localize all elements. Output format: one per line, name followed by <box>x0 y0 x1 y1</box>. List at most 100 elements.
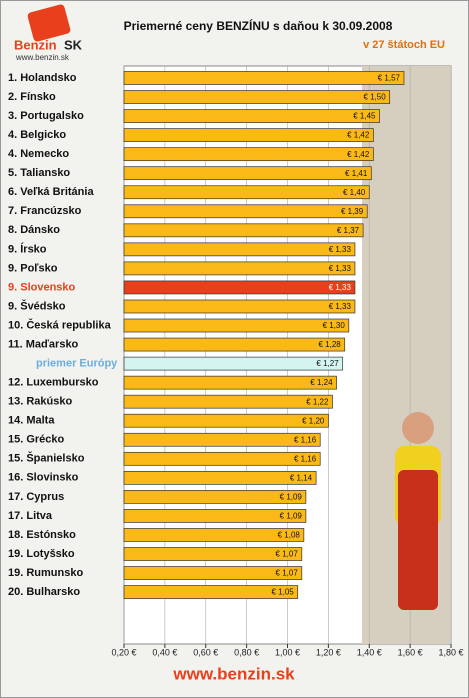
logo: Benzin SK www.benzin.sk <box>14 4 83 62</box>
value-label: € 1,57 <box>378 74 401 83</box>
y-tick-label: 6. Veľká Británia <box>8 186 94 198</box>
y-tick-label: 14. Malta <box>8 415 55 427</box>
value-label: € 1,08 <box>278 531 301 540</box>
bar <box>123 547 303 561</box>
y-tick-label: 2. Fínsko <box>8 91 56 103</box>
y-tick-label: 19. Rumunsko <box>8 567 83 579</box>
value-label: € 1,09 <box>280 492 303 501</box>
bar <box>123 318 350 333</box>
bar <box>123 394 333 409</box>
bar <box>123 375 337 390</box>
bar <box>123 223 364 238</box>
value-label: € 1,50 <box>363 93 386 102</box>
logo-name: Benzin <box>14 37 57 52</box>
y-tick-label: 9. Švédsko <box>8 299 66 312</box>
x-tick-label: 1,80 € <box>438 647 463 657</box>
x-tick-label: 1,60 € <box>398 647 423 657</box>
value-label: € 1,33 <box>329 302 352 311</box>
value-label: € 1,33 <box>329 283 352 292</box>
x-tick-label: 1,40 € <box>357 647 382 657</box>
bar <box>123 299 356 314</box>
value-label: € 1,30 <box>323 321 346 330</box>
y-tick-label: 11. Maďarsko <box>8 338 79 350</box>
value-label: € 1,42 <box>347 131 370 140</box>
x-tick-label: 0,60 € <box>193 647 218 657</box>
bar <box>123 166 372 181</box>
value-label: € 1,42 <box>347 150 370 159</box>
bar <box>123 432 321 447</box>
y-tick-label: 12. Luxembursko <box>8 377 99 389</box>
logo-suffix: SK <box>64 37 83 52</box>
value-label: € 1,28 <box>318 340 341 349</box>
bar <box>123 128 374 142</box>
bar <box>123 204 368 219</box>
bar <box>123 585 299 599</box>
logo-url: www.benzin.sk <box>15 53 70 62</box>
y-tick-label: 10. Česká republika <box>8 318 112 331</box>
value-label: € 1,27 <box>316 359 339 368</box>
y-tick-label: 16. Slovinsko <box>8 472 79 484</box>
bar <box>123 509 307 523</box>
x-tick-label: 0,40 € <box>152 647 177 657</box>
y-tick-label: 4. Belgicko <box>8 129 66 141</box>
y-tick-label: 19. Lotyšsko <box>8 548 75 560</box>
y-tick-label: 15. Španielsko <box>8 452 85 465</box>
value-label: € 1,16 <box>294 454 317 463</box>
value-label: € 1,33 <box>329 245 352 254</box>
bar <box>123 490 307 504</box>
x-tick-label: 1,00 € <box>275 647 300 657</box>
value-label: € 1,45 <box>353 112 376 121</box>
y-tick-label: 4. Nemecko <box>8 148 69 160</box>
value-label: € 1,20 <box>302 416 325 425</box>
bar <box>123 337 346 352</box>
y-tick-label: 1. Holandsko <box>8 72 77 84</box>
value-label: € 1,14 <box>290 473 313 482</box>
y-tick-label: 3. Portugalsko <box>8 110 84 122</box>
chart-title: Priemerné ceny BENZÍNU s daňou k 30.09.2… <box>124 18 393 33</box>
y-tick-label: priemer Európy <box>36 358 118 370</box>
value-label: € 1,33 <box>329 264 352 273</box>
mascot <box>395 412 441 610</box>
bar <box>123 90 391 104</box>
bar <box>123 147 374 162</box>
bar <box>123 280 356 295</box>
bar <box>123 356 344 371</box>
x-tick-label: 0,20 € <box>111 647 136 657</box>
value-label: € 1,40 <box>343 188 366 197</box>
y-tick-label: 20. Bulharsko <box>8 586 80 598</box>
bar <box>123 451 321 466</box>
x-tick-label: 1,20 € <box>316 647 341 657</box>
logo-icon <box>27 4 71 42</box>
y-tick-label: 13. Rakúsko <box>8 396 72 408</box>
value-label: € 1,37 <box>337 226 360 235</box>
value-label: € 1,39 <box>341 207 364 216</box>
value-label: € 1,07 <box>276 569 299 578</box>
value-label: € 1,09 <box>280 512 303 521</box>
value-label: € 1,41 <box>345 169 368 178</box>
y-tick-label: 5. Taliansko <box>8 167 70 179</box>
bar <box>123 71 405 85</box>
bar <box>123 242 356 257</box>
y-tick-label: 15. Grécko <box>8 434 65 446</box>
mascot-overalls <box>398 470 438 610</box>
value-label: € 1,24 <box>310 378 333 387</box>
value-label: € 1,07 <box>276 550 299 559</box>
y-tick-label: 17. Litva <box>8 510 53 522</box>
bar <box>123 566 303 580</box>
value-label: € 1,05 <box>271 588 294 597</box>
y-tick-label: 9. Poľsko <box>8 262 58 274</box>
footer: www.benzin.sk <box>172 664 295 683</box>
y-tick-label: 9. Írsko <box>8 242 47 255</box>
bar <box>123 470 317 485</box>
bar <box>123 185 370 200</box>
y-tick-label: 17. Cyprus <box>8 491 64 503</box>
mascot-head <box>402 412 434 444</box>
y-tick-label: 9. Slovensko <box>8 281 76 293</box>
bar <box>123 261 356 276</box>
y-tick-label: 18. Estónsko <box>8 529 76 541</box>
bar <box>123 109 380 123</box>
x-tick-label: 0,80 € <box>234 647 259 657</box>
y-tick-label: 7. Francúzsko <box>8 205 82 217</box>
value-label: € 1,22 <box>306 397 329 406</box>
